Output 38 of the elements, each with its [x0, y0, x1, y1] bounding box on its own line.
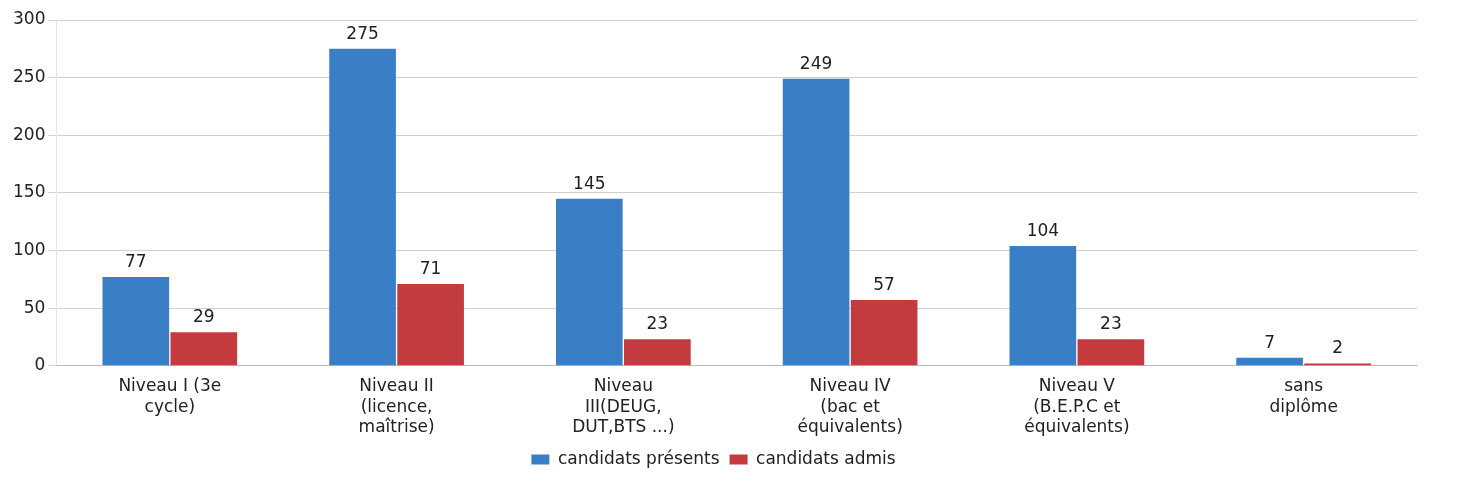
bar — [1009, 245, 1077, 366]
y-tick-label: 200 — [12, 123, 46, 144]
bar — [1236, 357, 1303, 366]
y-tick-label: 0 — [34, 354, 46, 375]
bar — [170, 332, 238, 366]
x-tick-label: Niveau III(DEUG, DUT,BTS ...) — [572, 375, 675, 437]
bar — [1077, 339, 1145, 366]
y-tick-label: 50 — [23, 296, 46, 317]
y-tick-label: 150 — [12, 181, 46, 202]
x-tick-label: Niveau IV (bac et équivalents) — [797, 375, 903, 437]
bar — [850, 300, 918, 366]
x-tick-label: Niveau I (3e cycle) — [118, 375, 222, 416]
bar — [556, 198, 623, 366]
bar — [782, 78, 850, 366]
bar — [102, 277, 170, 366]
x-tick-label: Niveau II (licence, maîtrise) — [358, 375, 435, 437]
data-label: 7 — [1264, 331, 1276, 352]
data-label: 77 — [124, 250, 147, 271]
data-label: 249 — [799, 52, 833, 73]
y-tick-label: 300 — [12, 8, 46, 29]
legend-label: candidats admis — [756, 447, 896, 468]
data-label: 145 — [573, 172, 606, 193]
data-label: 71 — [419, 257, 442, 278]
data-label: 2 — [1332, 337, 1344, 358]
data-label: 23 — [1100, 313, 1122, 334]
y-tick-label: 250 — [12, 66, 46, 87]
data-label: 29 — [193, 306, 215, 327]
x-tick-label: Niveau V (B.E.P.C et équivalents) — [1024, 375, 1130, 437]
data-label: 104 — [1026, 219, 1060, 240]
legend-label: candidats présents — [557, 447, 720, 468]
data-label: 275 — [346, 22, 379, 43]
y-tick-label: 100 — [12, 238, 46, 259]
bar — [329, 48, 396, 366]
bar — [624, 339, 691, 366]
data-label: 57 — [873, 274, 895, 295]
x-tick-label: sans diplôme — [1269, 375, 1338, 416]
bar — [397, 283, 464, 366]
data-label: 23 — [646, 313, 669, 334]
